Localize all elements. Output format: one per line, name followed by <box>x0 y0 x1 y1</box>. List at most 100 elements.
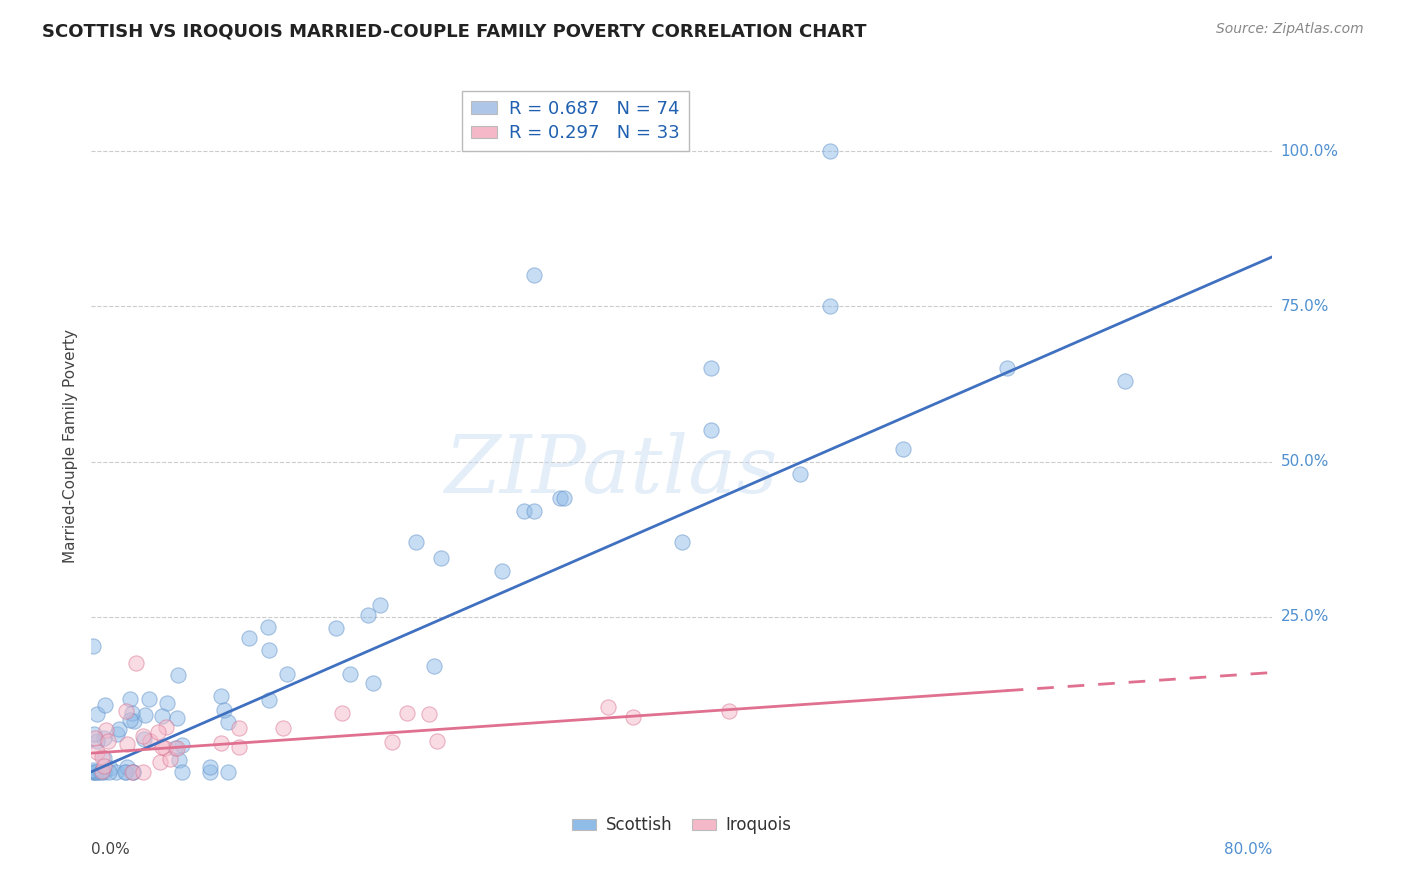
Iroquois <box>332 706 354 720</box>
Y-axis label: Married-Couple Family Poverty: Married-Couple Family Poverty <box>63 329 79 563</box>
Iroquois <box>84 731 107 746</box>
Scottish <box>82 639 104 653</box>
Scottish <box>167 753 190 767</box>
Scottish <box>115 764 138 779</box>
Text: 50.0%: 50.0% <box>1281 454 1329 469</box>
Scottish <box>325 621 347 635</box>
Scottish <box>86 734 108 748</box>
Text: 25.0%: 25.0% <box>1281 609 1329 624</box>
Scottish <box>93 731 115 746</box>
Iroquois <box>114 704 136 718</box>
Scottish <box>104 764 127 779</box>
Scottish <box>523 268 546 283</box>
Iroquois <box>718 704 741 718</box>
Scottish <box>257 643 280 657</box>
Scottish <box>118 692 141 706</box>
Text: 100.0%: 100.0% <box>1281 144 1339 159</box>
Scottish <box>553 491 575 505</box>
Iroquois <box>155 720 177 734</box>
Iroquois <box>159 752 181 766</box>
Scottish <box>134 707 156 722</box>
Scottish <box>166 711 188 725</box>
Scottish <box>82 764 104 779</box>
Scottish <box>405 535 427 549</box>
Scottish <box>217 714 239 729</box>
Scottish <box>170 738 193 752</box>
Scottish <box>700 361 723 376</box>
Scottish <box>238 632 260 646</box>
Iroquois <box>132 729 155 743</box>
Scottish <box>818 145 841 159</box>
Scottish <box>789 467 811 481</box>
Scottish <box>818 299 841 313</box>
Iroquois <box>96 723 118 737</box>
Scottish <box>82 763 104 777</box>
Iroquois <box>124 656 148 670</box>
Legend: Scottish, Iroquois: Scottish, Iroquois <box>565 810 799 841</box>
Scottish <box>89 764 111 779</box>
Text: 80.0%: 80.0% <box>1225 842 1272 856</box>
Scottish <box>94 698 117 712</box>
Scottish <box>93 764 115 779</box>
Iroquois <box>150 739 173 754</box>
Iroquois <box>121 764 143 779</box>
Scottish <box>114 764 136 779</box>
Scottish <box>115 760 138 774</box>
Iroquois <box>271 721 294 735</box>
Scottish <box>138 692 160 706</box>
Scottish <box>368 598 391 612</box>
Scottish <box>118 713 141 727</box>
Scottish <box>98 764 121 779</box>
Iroquois <box>426 734 449 748</box>
Scottish <box>134 731 156 746</box>
Iroquois <box>139 734 162 748</box>
Iroquois <box>97 734 120 748</box>
Scottish <box>105 726 128 740</box>
Iroquois <box>381 735 404 749</box>
Iroquois <box>86 745 108 759</box>
Scottish <box>217 764 239 779</box>
Scottish <box>90 764 112 779</box>
Text: 0.0%: 0.0% <box>91 842 131 856</box>
Iroquois <box>115 738 138 752</box>
Iroquois <box>153 741 176 756</box>
Scottish <box>200 760 222 774</box>
Scottish <box>84 764 107 779</box>
Scottish <box>361 675 384 690</box>
Scottish <box>257 693 280 707</box>
Scottish <box>513 504 536 518</box>
Scottish <box>86 706 108 721</box>
Text: 75.0%: 75.0% <box>1281 299 1329 314</box>
Scottish <box>83 764 105 779</box>
Scottish <box>995 361 1018 376</box>
Scottish <box>86 764 108 779</box>
Scottish <box>257 620 280 634</box>
Text: SCOTTISH VS IROQUOIS MARRIED-COUPLE FAMILY POVERTY CORRELATION CHART: SCOTTISH VS IROQUOIS MARRIED-COUPLE FAMI… <box>42 22 866 40</box>
Scottish <box>124 714 146 728</box>
Scottish <box>429 551 451 566</box>
Scottish <box>523 504 546 518</box>
Scottish <box>700 424 723 438</box>
Scottish <box>122 764 145 779</box>
Scottish <box>83 727 105 741</box>
Scottish <box>122 764 145 779</box>
Iroquois <box>166 740 188 755</box>
Iroquois <box>91 764 114 778</box>
Scottish <box>893 442 915 456</box>
Iroquois <box>228 722 250 736</box>
Iroquois <box>596 699 619 714</box>
Scottish <box>167 667 190 681</box>
Scottish <box>209 690 232 704</box>
Scottish <box>423 659 446 673</box>
Scottish <box>198 764 221 779</box>
Scottish <box>156 696 179 710</box>
Iroquois <box>621 709 644 723</box>
Scottish <box>212 703 235 717</box>
Scottish <box>357 608 380 623</box>
Scottish <box>93 751 115 765</box>
Scottish <box>172 764 194 779</box>
Iroquois <box>93 759 115 773</box>
Iroquois <box>228 739 250 754</box>
Iroquois <box>149 755 172 769</box>
Scottish <box>491 564 513 578</box>
